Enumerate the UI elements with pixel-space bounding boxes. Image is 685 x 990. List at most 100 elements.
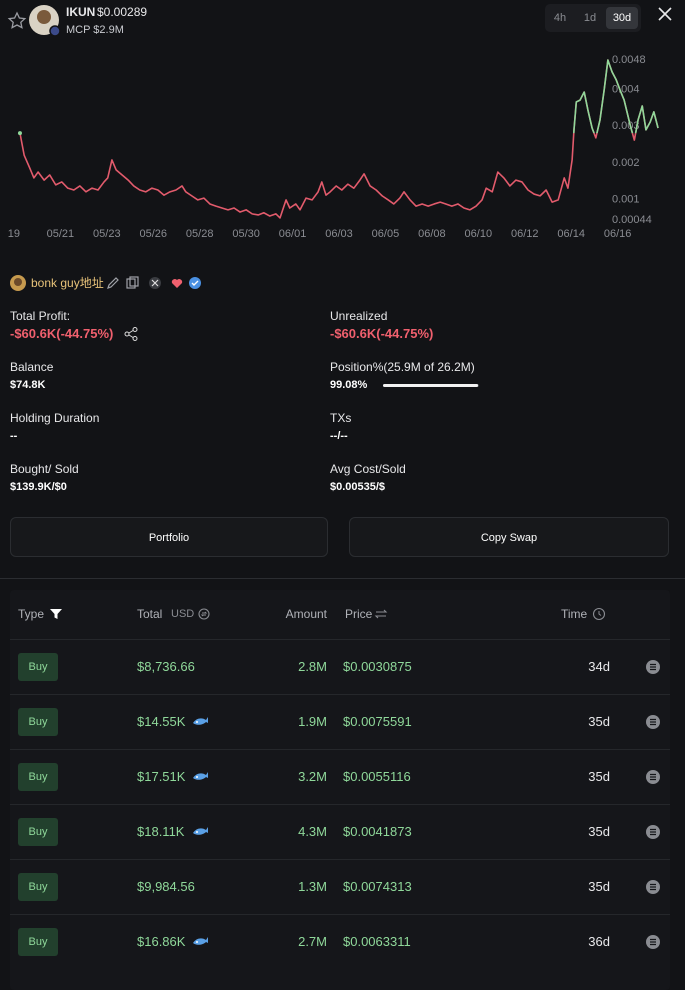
y-tick-label: 0.001	[612, 193, 640, 205]
row-menu[interactable]	[645, 824, 661, 840]
trade-row: Buy $17.51K 3.2M $0.0055116 35d	[10, 749, 670, 805]
y-tick-label: 0.00044	[612, 214, 652, 226]
type-badge[interactable]: Buy	[18, 708, 58, 736]
whale-icon	[193, 717, 208, 725]
row-menu[interactable]	[645, 879, 661, 895]
trade-price: $0.0074313	[343, 879, 412, 894]
type-badge[interactable]: Buy	[18, 873, 58, 901]
trade-time: 35d	[588, 714, 610, 729]
y-tick-label: 0.0048	[612, 54, 646, 66]
trade-price: $0.0063311	[343, 934, 411, 949]
wallet-avatar	[10, 275, 26, 291]
price-chart: 0.0048 0.004 0.003 0.002 0.001 0.00044 19 05/21…	[8, 54, 659, 240]
x-tick-label: 05/30	[232, 228, 260, 240]
start-point	[17, 131, 22, 136]
type-badge[interactable]: Buy	[18, 653, 58, 681]
trade-time: 34d	[588, 659, 610, 674]
column-price: Price	[345, 607, 373, 621]
x-tick-label: 05/23	[93, 228, 121, 240]
copy-swap-button[interactable]: Copy Swap	[349, 517, 669, 557]
trade-price: $0.0055116	[343, 769, 411, 784]
y-tick-label: 0.003	[612, 120, 640, 132]
trade-price: $0.0041873	[343, 824, 412, 839]
stat-value: 99.08%	[330, 379, 368, 391]
stat-value: -$60.6K(-44.75%)	[330, 326, 434, 341]
x-tick-label: 06/08	[418, 228, 446, 240]
trades-table	[10, 590, 670, 990]
trade-total: $16.86K	[137, 934, 186, 949]
y-tick-label: 0.002	[612, 157, 640, 169]
x-tick-label: 06/10	[465, 228, 493, 240]
wallet-actions[interactable]	[105, 274, 205, 292]
stat-label: Avg Cost/Sold	[330, 462, 406, 476]
unit-switch[interactable]	[197, 607, 211, 621]
trade-row: Buy $8,736.66 2.8M $0.0030875 34d	[10, 639, 670, 695]
trade-amount: 2.7M	[298, 934, 327, 949]
star-icon[interactable]	[5, 9, 29, 33]
trade-amount: 1.3M	[298, 879, 327, 894]
close-button[interactable]	[655, 4, 675, 24]
trade-row: Buy $14.55K 1.9M $0.0075591 35d	[10, 694, 670, 750]
stat-label: Position%(25.9M of 26.2M)	[330, 360, 475, 374]
x-tick-label: 06/16	[604, 228, 632, 240]
column-type: Type	[18, 607, 45, 621]
price-line-above-start	[19, 59, 659, 134]
bar-fill	[383, 384, 479, 387]
timeframe-option[interactable]: 1d	[583, 12, 597, 24]
trade-price: $0.0030875	[343, 659, 412, 674]
share-icon[interactable]	[123, 326, 139, 342]
stat-label: Total Profit:	[10, 309, 71, 323]
stat-label: Bought/ Sold	[10, 462, 79, 476]
trade-price: $0.0075591	[343, 714, 412, 729]
market-cap: MCP $2.9M	[66, 24, 124, 36]
row-menu[interactable]	[645, 769, 661, 785]
filter-icon[interactable]	[49, 607, 63, 621]
trade-amount: 2.8M	[298, 659, 327, 674]
trade-amount: 4.3M	[298, 824, 327, 839]
stat-value: --	[10, 430, 18, 442]
x-tick-label: 06/01	[279, 228, 307, 240]
x-tick-label: 05/28	[186, 228, 214, 240]
row-menu[interactable]	[645, 659, 661, 675]
row-menu[interactable]	[645, 714, 661, 730]
trade-total: $18.11K	[137, 824, 185, 839]
token-price: $0.00289	[97, 5, 148, 19]
column-total: Total	[137, 607, 163, 621]
stat-value: --/--	[330, 430, 348, 442]
trade-amount: 1.9M	[298, 714, 327, 729]
divider	[0, 578, 685, 579]
stat-value: -$60.6K(-44.75%)	[10, 326, 114, 341]
unit-label: USD	[171, 608, 195, 620]
avatar	[29, 5, 61, 37]
trade-time: 35d	[588, 879, 610, 894]
stat-value: $139.9K/$0	[10, 481, 67, 493]
type-badge[interactable]: Buy	[18, 763, 58, 791]
timeframe-option[interactable]: 30d	[606, 7, 638, 29]
wallet-name: bonk guy地址	[31, 276, 104, 290]
trade-row: Buy $16.86K 2.7M $0.0063311 36d	[10, 914, 670, 970]
trade-time: 36d	[588, 934, 610, 949]
timeframe-option[interactable]: 4h	[553, 12, 567, 24]
stat-label: Balance	[10, 360, 54, 374]
x-tick-label: 06/03	[325, 228, 353, 240]
x-tick-label: 06/12	[511, 228, 539, 240]
type-badge[interactable]: Buy	[18, 928, 58, 956]
clock-icon[interactable]	[592, 607, 606, 621]
x-tick-label: 19	[8, 228, 20, 240]
stat-label: Holding Duration	[10, 411, 100, 425]
column-time: Time	[561, 607, 588, 621]
y-tick-label: 0.004	[612, 83, 640, 95]
type-badge[interactable]: Buy	[18, 818, 58, 846]
x-tick-label: 06/14	[557, 228, 585, 240]
token-symbol: IKUN	[66, 5, 96, 19]
trade-row: Buy $9,984.56 1.3M $0.0074313 35d	[10, 859, 670, 915]
price-line	[19, 59, 659, 219]
row-menu[interactable]	[645, 934, 661, 950]
portfolio-button[interactable]: Portfolio	[10, 517, 328, 557]
stat-value: $74.8K	[10, 379, 46, 391]
price-switch[interactable]	[374, 607, 388, 621]
trade-row: Buy $18.11K 4.3M $0.0041873 35d	[10, 804, 670, 860]
trade-time: 35d	[588, 824, 610, 839]
trade-total: $14.55K	[137, 714, 186, 729]
whale-icon	[193, 937, 208, 945]
